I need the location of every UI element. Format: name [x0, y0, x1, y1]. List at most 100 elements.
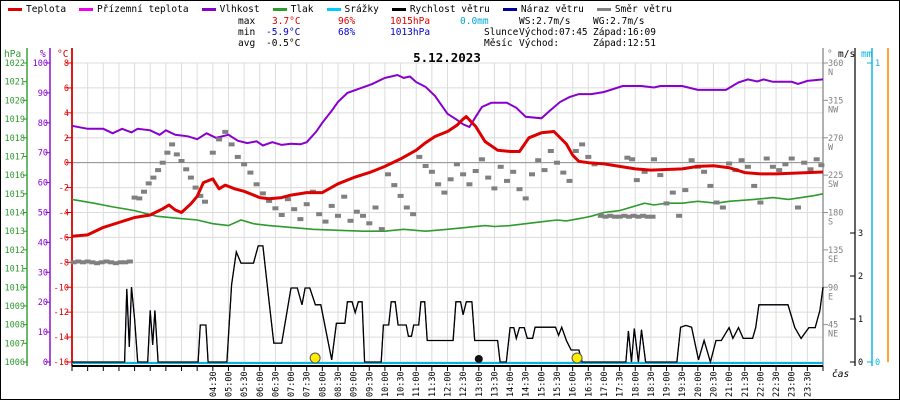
svg-text:1015: 1015 — [5, 190, 25, 200]
svg-text:hPa: hPa — [4, 49, 21, 60]
svg-text:30: 30 — [38, 268, 48, 278]
stat-sun-label: Slunce — [484, 27, 519, 38]
pressure-axis — [23, 48, 28, 366]
legend-item-precipitation: Srážky — [326, 4, 379, 15]
svg-text:12:00: 12:00 — [444, 371, 454, 397]
svg-text:1021: 1021 — [5, 78, 25, 88]
legend-item-humidity: Vlhkost — [201, 4, 260, 15]
svg-text:1008: 1008 — [5, 321, 25, 331]
svg-text:1020: 1020 — [5, 96, 25, 106]
svg-text:135: 135 — [828, 246, 843, 256]
svg-text:1017: 1017 — [5, 152, 25, 162]
svg-text:20:30: 20:30 — [710, 371, 720, 397]
svg-text:90: 90 — [38, 89, 48, 99]
svg-text:-10: -10 — [54, 283, 69, 293]
svg-text:-6: -6 — [59, 233, 69, 243]
svg-text:%: % — [40, 49, 46, 60]
svg-text:4: 4 — [64, 109, 69, 119]
svg-text:2: 2 — [64, 134, 69, 144]
svg-text:17:30: 17:30 — [616, 371, 626, 397]
ground-temperature-line-swatch-icon — [79, 7, 94, 11]
svg-text:05:30: 05:30 — [240, 371, 250, 397]
wind-speed-line-swatch-icon — [391, 7, 406, 11]
legend-item-wind-speed: Rychlost větru — [391, 4, 490, 15]
wind-direction-scatter — [70, 129, 825, 266]
legend-item-ground-temperature: Přízemní teplota — [79, 4, 189, 15]
sunset-marker — [571, 352, 583, 364]
legend: Teplota Přízemní teplota Vlhkost Tlak Sr… — [8, 3, 672, 15]
svg-text:N: N — [828, 68, 833, 78]
stat-max-label: max — [238, 16, 256, 27]
svg-text:12:30: 12:30 — [459, 371, 469, 397]
wind-direction-axis — [822, 48, 828, 366]
svg-text:11:00: 11:00 — [412, 371, 422, 397]
svg-text:21:30: 21:30 — [741, 371, 751, 397]
stat-moon-label: Měsíc — [484, 38, 513, 49]
temperature-line-swatch-icon — [8, 7, 22, 11]
svg-text:0: 0 — [64, 159, 69, 169]
stat-sunset: Západ:16:09 — [593, 27, 656, 38]
svg-text:čas: čas — [832, 369, 849, 380]
svg-text:180: 180 — [828, 209, 843, 219]
stat-moonset: Západ:12:51 — [593, 38, 656, 49]
precipitation-line-swatch-icon — [326, 7, 341, 11]
svg-text:6: 6 — [64, 84, 69, 94]
svg-text:3: 3 — [858, 229, 863, 239]
stat-sunrise: Východ:07:45 — [519, 27, 588, 38]
svg-text:°: ° — [827, 49, 833, 60]
moonset-marker — [474, 355, 483, 363]
svg-text:17:00: 17:00 — [600, 371, 610, 397]
svg-text:1016: 1016 — [5, 171, 25, 181]
svg-text:100: 100 — [33, 59, 48, 69]
precipitation-axis — [867, 48, 873, 366]
pressure-line-swatch-icon — [272, 7, 287, 11]
svg-text:50: 50 — [38, 209, 48, 219]
svg-text:20:00: 20:00 — [694, 371, 704, 397]
wind-direction-line-swatch-icon — [596, 7, 611, 11]
svg-text:90: 90 — [828, 283, 838, 293]
svg-text:14:00: 14:00 — [506, 371, 516, 397]
svg-text:1007: 1007 — [5, 339, 25, 349]
wind-speed-line — [72, 245, 824, 365]
svg-text:1006: 1006 — [5, 358, 25, 368]
svg-text:1022: 1022 — [5, 59, 25, 69]
svg-text:1014: 1014 — [5, 209, 25, 219]
svg-text:09:30: 09:30 — [365, 371, 375, 397]
stat-wind-gust: WG:2.7m/s — [593, 16, 645, 27]
svg-text:15:00: 15:00 — [537, 371, 547, 397]
svg-text:16:30: 16:30 — [584, 371, 594, 397]
svg-text:80: 80 — [38, 119, 48, 129]
svg-text:315: 315 — [828, 96, 843, 106]
svg-text:07:00: 07:00 — [287, 371, 297, 397]
svg-text:16:00: 16:00 — [569, 371, 579, 397]
svg-text:11:30: 11:30 — [428, 371, 438, 397]
svg-text:40: 40 — [38, 238, 48, 248]
svg-text:19:00: 19:00 — [663, 371, 673, 397]
stat-min-pressure: 1013hPa — [390, 27, 431, 38]
legend-item-temperature: Teplota — [8, 4, 66, 15]
stat-wind-speed: WS:2.7m/s — [519, 16, 571, 27]
svg-text:2: 2 — [858, 272, 863, 282]
svg-text:15:30: 15:30 — [553, 371, 563, 397]
legend-item-pressure: Tlak — [272, 4, 314, 15]
svg-text:60: 60 — [38, 179, 48, 189]
svg-text:-16: -16 — [54, 358, 69, 368]
svg-text:07:30: 07:30 — [303, 371, 313, 397]
svg-text:225: 225 — [828, 171, 843, 181]
svg-text:18:00: 18:00 — [631, 371, 641, 397]
svg-text:360: 360 — [828, 59, 843, 69]
svg-text:S: S — [828, 218, 833, 228]
chart-title-date: 5.12.2023 — [413, 50, 481, 65]
svg-text:0: 0 — [43, 358, 48, 368]
svg-text:1009: 1009 — [5, 302, 25, 312]
legend-item-wind-direction: Směr větru — [596, 4, 672, 15]
svg-text:8: 8 — [64, 59, 69, 69]
svg-text:22:00: 22:00 — [756, 371, 766, 397]
svg-text:23:30: 23:30 — [803, 371, 813, 397]
sunrise-marker — [309, 352, 321, 364]
svg-text:-12: -12 — [54, 308, 69, 318]
svg-text:10: 10 — [38, 328, 48, 338]
svg-text:10:00: 10:00 — [381, 371, 391, 397]
svg-text:23:00: 23:00 — [788, 371, 798, 397]
